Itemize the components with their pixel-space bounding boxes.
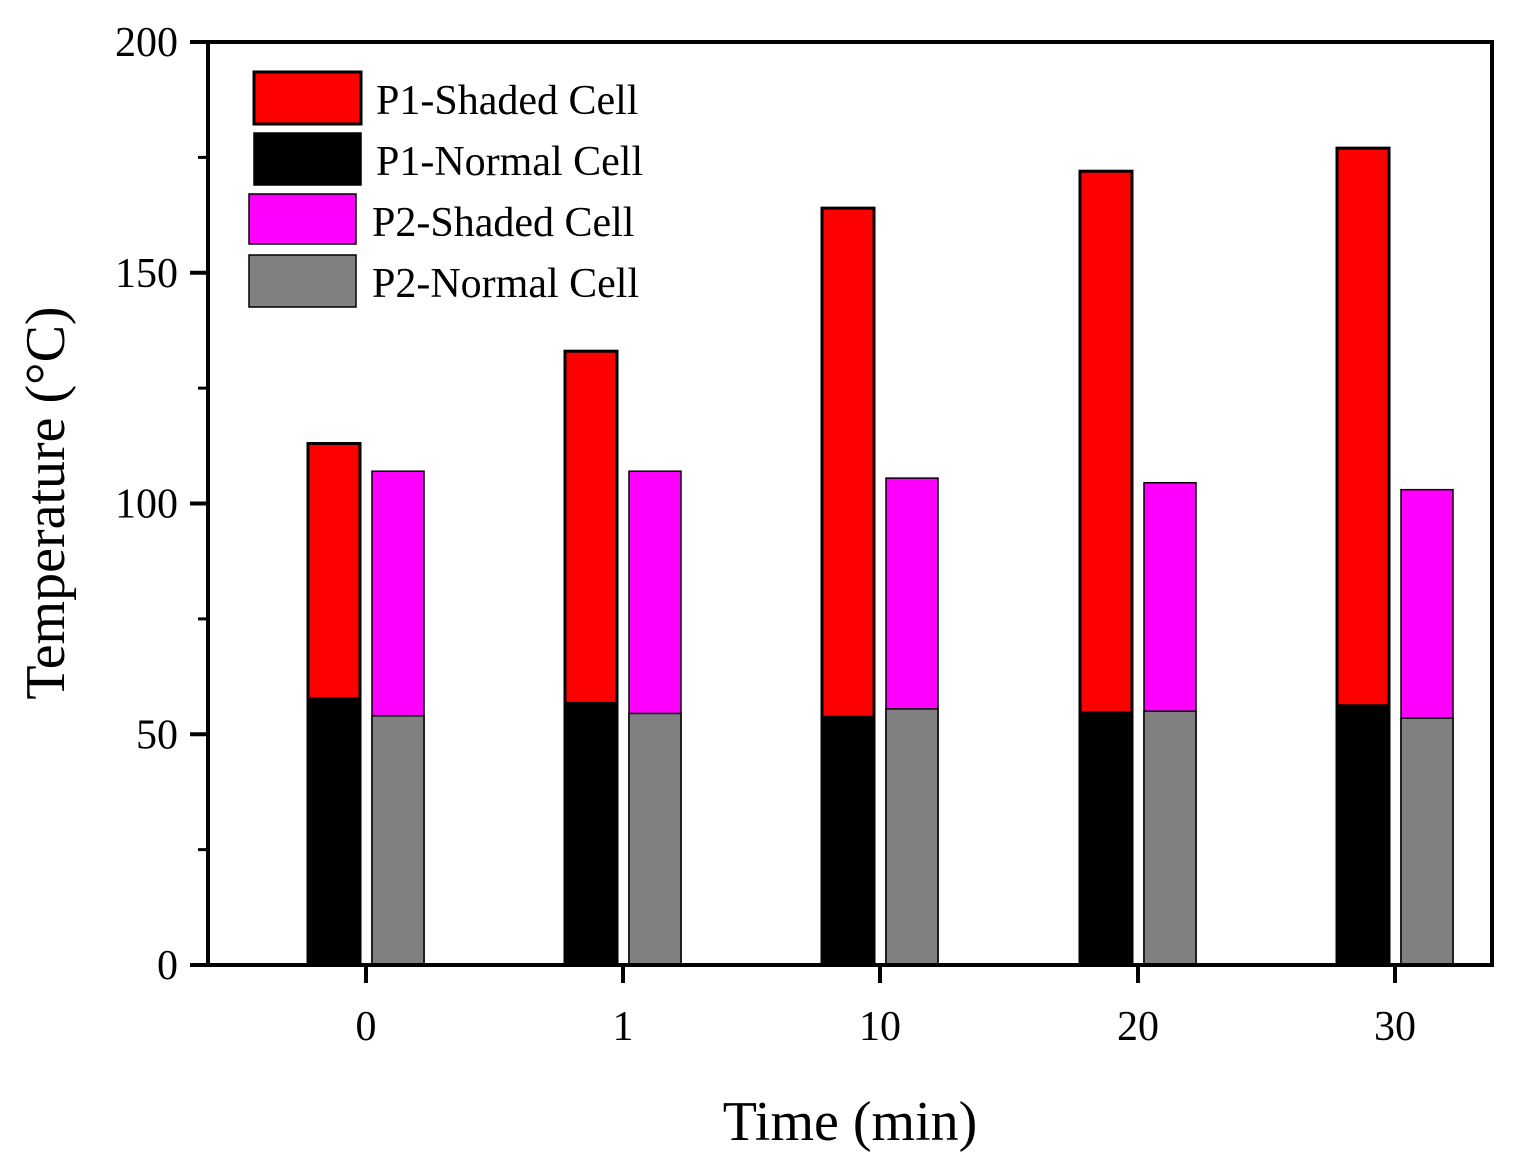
bar-p1-normal-cell-30 [1337, 704, 1389, 965]
legend-label: P1-Normal Cell [376, 139, 643, 185]
bar-p2-normal-cell-0 [372, 716, 424, 965]
legend: P1-Shaded Cell P1-Normal Cell P2-Shaded Ce… [249, 72, 643, 307]
legend-label: P1-Shaded Cell [376, 78, 638, 124]
bar-p2-normal-cell-10 [886, 709, 938, 965]
bar-p2-normal-cell-1 [629, 713, 681, 965]
legend-label: P2-Shaded Cell [372, 200, 634, 246]
bar-p2-normal-cell-30 [1401, 718, 1453, 965]
legend-swatch [249, 255, 356, 307]
y-tick-label: 0 [157, 943, 178, 989]
legend-label: P2-Normal Cell [372, 261, 639, 307]
x-tick-label: 1 [613, 1004, 634, 1050]
y-tick-label: 50 [136, 712, 178, 758]
bar-p1-normal-cell-0 [308, 697, 360, 965]
x-tick-label: 0 [356, 1004, 377, 1050]
y-axis-title: Temperature (°C) [15, 306, 77, 699]
legend-swatch [254, 133, 361, 185]
y-tick-label: 150 [115, 251, 178, 297]
x-tick-label: 20 [1117, 1004, 1159, 1050]
bar-p1-normal-cell-1 [565, 702, 617, 965]
legend-swatch [249, 194, 356, 244]
bar-p1-normal-cell-20 [1080, 711, 1132, 965]
temperature-bar-chart: 0 50 100 150 200 0 1 10 20 30 P1-Shaded Cell P1-No… [0, 0, 1526, 1170]
y-tick-label: 200 [115, 20, 178, 66]
y-tick-label: 100 [115, 482, 178, 528]
bar-p1-normal-cell-10 [822, 716, 874, 965]
legend-swatch [254, 72, 361, 124]
x-axis-title: Time (min) [723, 1091, 978, 1153]
x-tick-label: 10 [859, 1004, 901, 1050]
x-tick-label: 30 [1374, 1004, 1416, 1050]
bar-p2-normal-cell-20 [1144, 711, 1196, 965]
